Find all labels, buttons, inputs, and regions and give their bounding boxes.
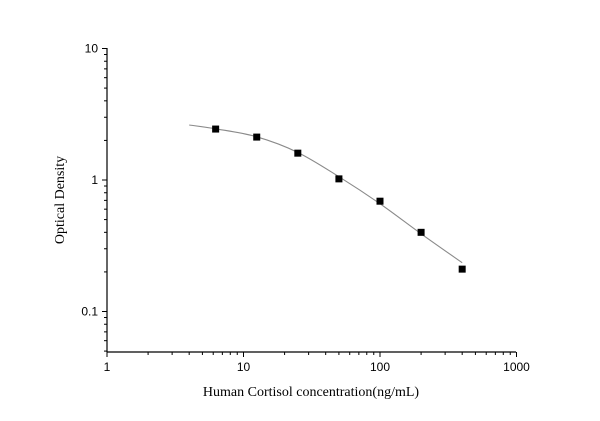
x-tick-label: 1000 bbox=[503, 360, 530, 374]
data-points bbox=[212, 125, 466, 273]
data-point-marker bbox=[212, 125, 220, 133]
y-tick-label: 0.1 bbox=[81, 305, 98, 319]
y-axis-title: Optical Density bbox=[53, 156, 68, 244]
data-point-marker bbox=[335, 175, 343, 183]
data-point-marker bbox=[294, 149, 302, 157]
y-tick-label: 1 bbox=[91, 173, 98, 187]
data-point-marker bbox=[253, 133, 261, 141]
x-tick-label: 1 bbox=[104, 360, 111, 374]
data-point-marker bbox=[458, 265, 466, 273]
fitted-curve bbox=[189, 124, 463, 264]
x-axis-title: Human Cortisol concentration(ng/mL) bbox=[203, 385, 420, 400]
y-tick-label: 10 bbox=[85, 42, 99, 56]
data-point-marker bbox=[417, 228, 425, 236]
x-tick-label: 100 bbox=[370, 360, 390, 374]
data-point-marker bbox=[376, 197, 384, 205]
axes: 1 10 100 1000 0.1 1 10 bbox=[81, 42, 530, 375]
x-tick-label: 10 bbox=[237, 360, 251, 374]
